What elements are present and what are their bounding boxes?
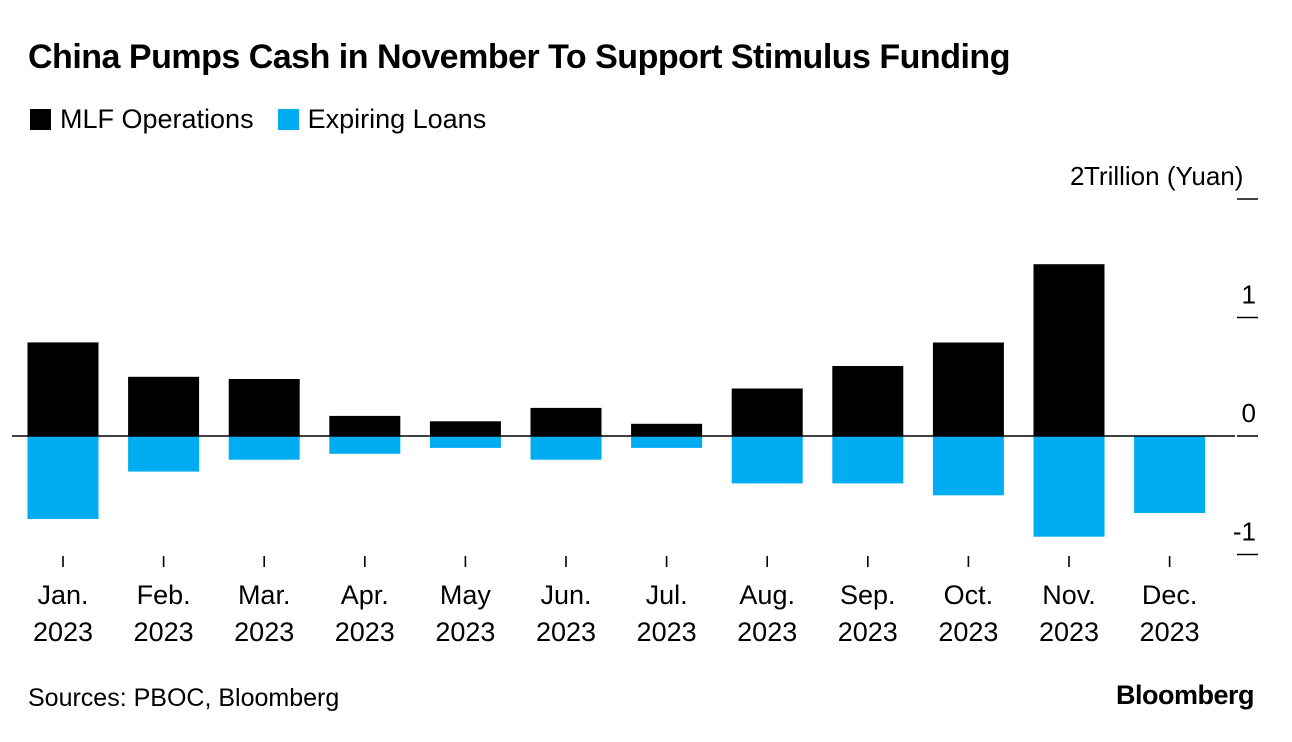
x-tick-label-aug: Aug. xyxy=(739,580,795,610)
x-tick-year-jan: 2023 xyxy=(33,617,93,647)
x-tick-label-oct: Oct. xyxy=(944,580,994,610)
bar-expiring-loans-sep xyxy=(832,436,904,484)
bar-mlf-operations-nov xyxy=(1033,264,1105,436)
legend: MLF Operations Expiring Loans xyxy=(30,104,510,135)
bar-expiring-loans-oct xyxy=(932,436,1004,496)
legend-item-expiring-loans: Expiring Loans xyxy=(277,104,487,135)
x-tick-year-feb: 2023 xyxy=(134,617,194,647)
bar-expiring-loans-nov xyxy=(1033,436,1105,537)
x-tick-label-jun: Jun. xyxy=(540,580,591,610)
x-tick-year-apr: 2023 xyxy=(335,617,395,647)
bar-mlf-operations-may xyxy=(429,421,501,436)
x-tick-year-nov: 2023 xyxy=(1039,617,1099,647)
y-tick-label--1: -1 xyxy=(1233,517,1256,547)
bar-expiring-loans-may xyxy=(429,436,501,448)
x-tick-label-dec: Dec. xyxy=(1142,580,1198,610)
legend-swatch-mlf-operations xyxy=(30,109,51,130)
x-tick-label-may: May xyxy=(440,580,492,610)
x-tick-label-apr: Apr. xyxy=(341,580,389,610)
x-tick-year-oct: 2023 xyxy=(938,617,998,647)
x-tick-label-jul: Jul. xyxy=(646,580,688,610)
y-unit-label: Trillion (Yuan) xyxy=(1084,161,1243,191)
bloomberg-logo: Bloomberg xyxy=(1115,680,1255,710)
x-tick-label-jan: Jan. xyxy=(37,580,88,610)
bar-mlf-operations-apr xyxy=(329,415,401,436)
x-tick-year-may: 2023 xyxy=(435,617,495,647)
x-tick-year-dec: 2023 xyxy=(1140,617,1200,647)
bar-mlf-operations-jul xyxy=(631,423,703,436)
bar-expiring-loans-jul xyxy=(631,436,703,448)
bar-mlf-operations-oct xyxy=(932,342,1004,436)
source-note: Sources: PBOC, Bloomberg xyxy=(28,684,340,712)
bar-mlf-operations-jun xyxy=(530,407,602,436)
y-tick-label-1: 1 xyxy=(1242,280,1256,310)
x-tick-label-feb: Feb. xyxy=(137,580,191,610)
legend-label-expiring-loans: Expiring Loans xyxy=(307,104,487,134)
x-tick-year-aug: 2023 xyxy=(737,617,797,647)
x-tick-year-sep: 2023 xyxy=(838,617,898,647)
legend-item-mlf-operations: MLF Operations xyxy=(30,104,254,135)
bar-mlf-operations-sep xyxy=(832,366,904,436)
y-tick-label-2: 2 xyxy=(1070,161,1084,191)
bar-expiring-loans-mar xyxy=(228,436,300,460)
x-tick-year-jun: 2023 xyxy=(536,617,596,647)
bar-mlf-operations-feb xyxy=(128,376,200,437)
y-tick-label-0: 0 xyxy=(1242,398,1256,428)
legend-label-mlf-operations: MLF Operations xyxy=(60,104,254,134)
x-tick-label-sep: Sep. xyxy=(840,580,896,610)
x-tick-label-nov: Nov. xyxy=(1042,580,1096,610)
x-tick-year-mar: 2023 xyxy=(234,617,294,647)
bar-expiring-loans-jan xyxy=(27,436,99,519)
bar-expiring-loans-aug xyxy=(731,436,803,484)
bar-mlf-operations-mar xyxy=(228,379,300,436)
bar-expiring-loans-jun xyxy=(530,436,602,460)
x-tick-label-mar: Mar. xyxy=(238,580,291,610)
bar-expiring-loans-feb xyxy=(128,436,200,472)
bar-expiring-loans-dec xyxy=(1134,436,1206,513)
x-tick-year-jul: 2023 xyxy=(637,617,697,647)
bar-mlf-operations-jan xyxy=(27,342,99,436)
chart-title: China Pumps Cash in November To Support … xyxy=(28,38,1010,76)
bar-mlf-operations-aug xyxy=(731,388,803,436)
legend-swatch-expiring-loans xyxy=(277,109,299,130)
bar-expiring-loans-apr xyxy=(329,436,401,454)
